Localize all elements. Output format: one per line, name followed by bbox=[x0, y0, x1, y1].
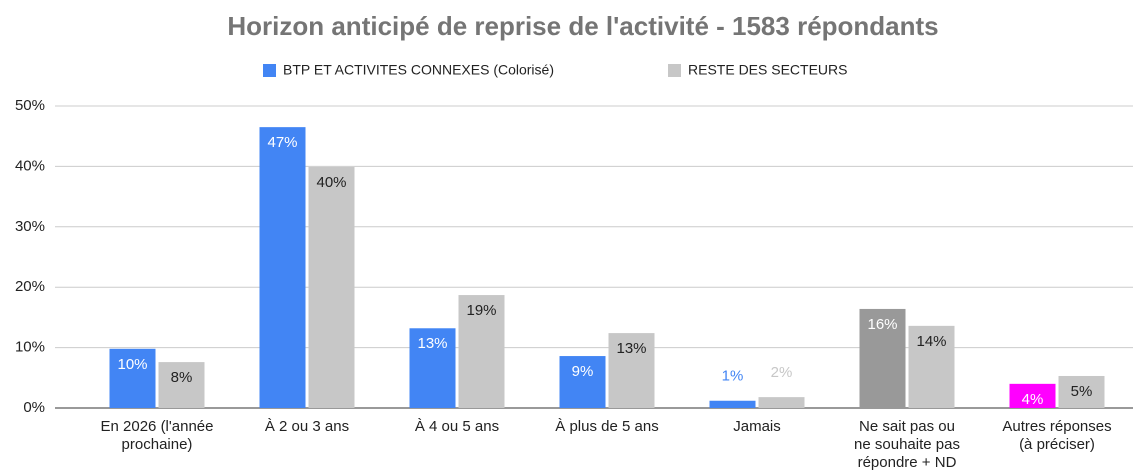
y-tick-label: 30% bbox=[15, 218, 45, 235]
data-label: 13% bbox=[417, 335, 447, 352]
x-tick-label: (à préciser) bbox=[1019, 436, 1095, 453]
y-tick-label: 0% bbox=[23, 399, 45, 416]
data-label: 40% bbox=[316, 174, 346, 191]
x-tick-label: Autres réponses bbox=[1002, 418, 1111, 435]
bar bbox=[158, 362, 205, 408]
x-tick-label: répondre + ND bbox=[858, 454, 957, 471]
legend-swatch bbox=[263, 64, 276, 77]
bar bbox=[859, 308, 906, 408]
bar bbox=[1058, 375, 1105, 408]
bar bbox=[1009, 383, 1056, 408]
data-label: 47% bbox=[267, 134, 297, 151]
data-label: 10% bbox=[117, 356, 147, 373]
data-label: 13% bbox=[616, 340, 646, 357]
data-label: 9% bbox=[572, 363, 594, 380]
data-label: 2% bbox=[771, 364, 793, 381]
y-tick-label: 40% bbox=[15, 157, 45, 174]
data-label: 16% bbox=[867, 316, 897, 333]
bar bbox=[458, 295, 505, 408]
y-tick-label: 20% bbox=[15, 278, 45, 295]
bar bbox=[559, 356, 606, 408]
legend-swatch bbox=[668, 64, 681, 77]
bar bbox=[709, 400, 756, 408]
data-label: 1% bbox=[722, 368, 744, 385]
data-label: 4% bbox=[1022, 391, 1044, 408]
bar bbox=[308, 167, 355, 408]
legend-label: RESTE DES SECTEURS bbox=[688, 62, 847, 78]
legend-label: BTP ET ACTIVITES CONNEXES (Colorisé) bbox=[283, 62, 554, 78]
data-label: 8% bbox=[171, 369, 193, 386]
x-tick-label: ne souhaite pas bbox=[854, 436, 960, 453]
y-tick-label: 10% bbox=[15, 339, 45, 356]
data-label: 14% bbox=[916, 333, 946, 350]
x-tick-label: Ne sait pas ou bbox=[859, 418, 955, 435]
bar bbox=[908, 325, 955, 408]
data-label: 19% bbox=[466, 302, 496, 319]
x-tick-label: En 2026 (l'année bbox=[101, 418, 214, 435]
data-label: 5% bbox=[1071, 383, 1093, 400]
y-tick-label: 50% bbox=[15, 97, 45, 114]
bar bbox=[259, 127, 306, 408]
x-tick-label: À 4 ou 5 ans bbox=[415, 418, 499, 435]
bar bbox=[608, 333, 655, 408]
chart-title: Horizon anticipé de reprise de l'activit… bbox=[227, 11, 938, 41]
bar bbox=[409, 328, 456, 408]
x-tick-label: prochaine) bbox=[122, 436, 193, 453]
x-tick-label: À 2 ou 3 ans bbox=[265, 418, 349, 435]
x-tick-label: Jamais bbox=[733, 418, 781, 435]
bar bbox=[758, 397, 805, 408]
x-tick-label: À plus de 5 ans bbox=[555, 418, 658, 435]
bar bbox=[109, 348, 156, 408]
